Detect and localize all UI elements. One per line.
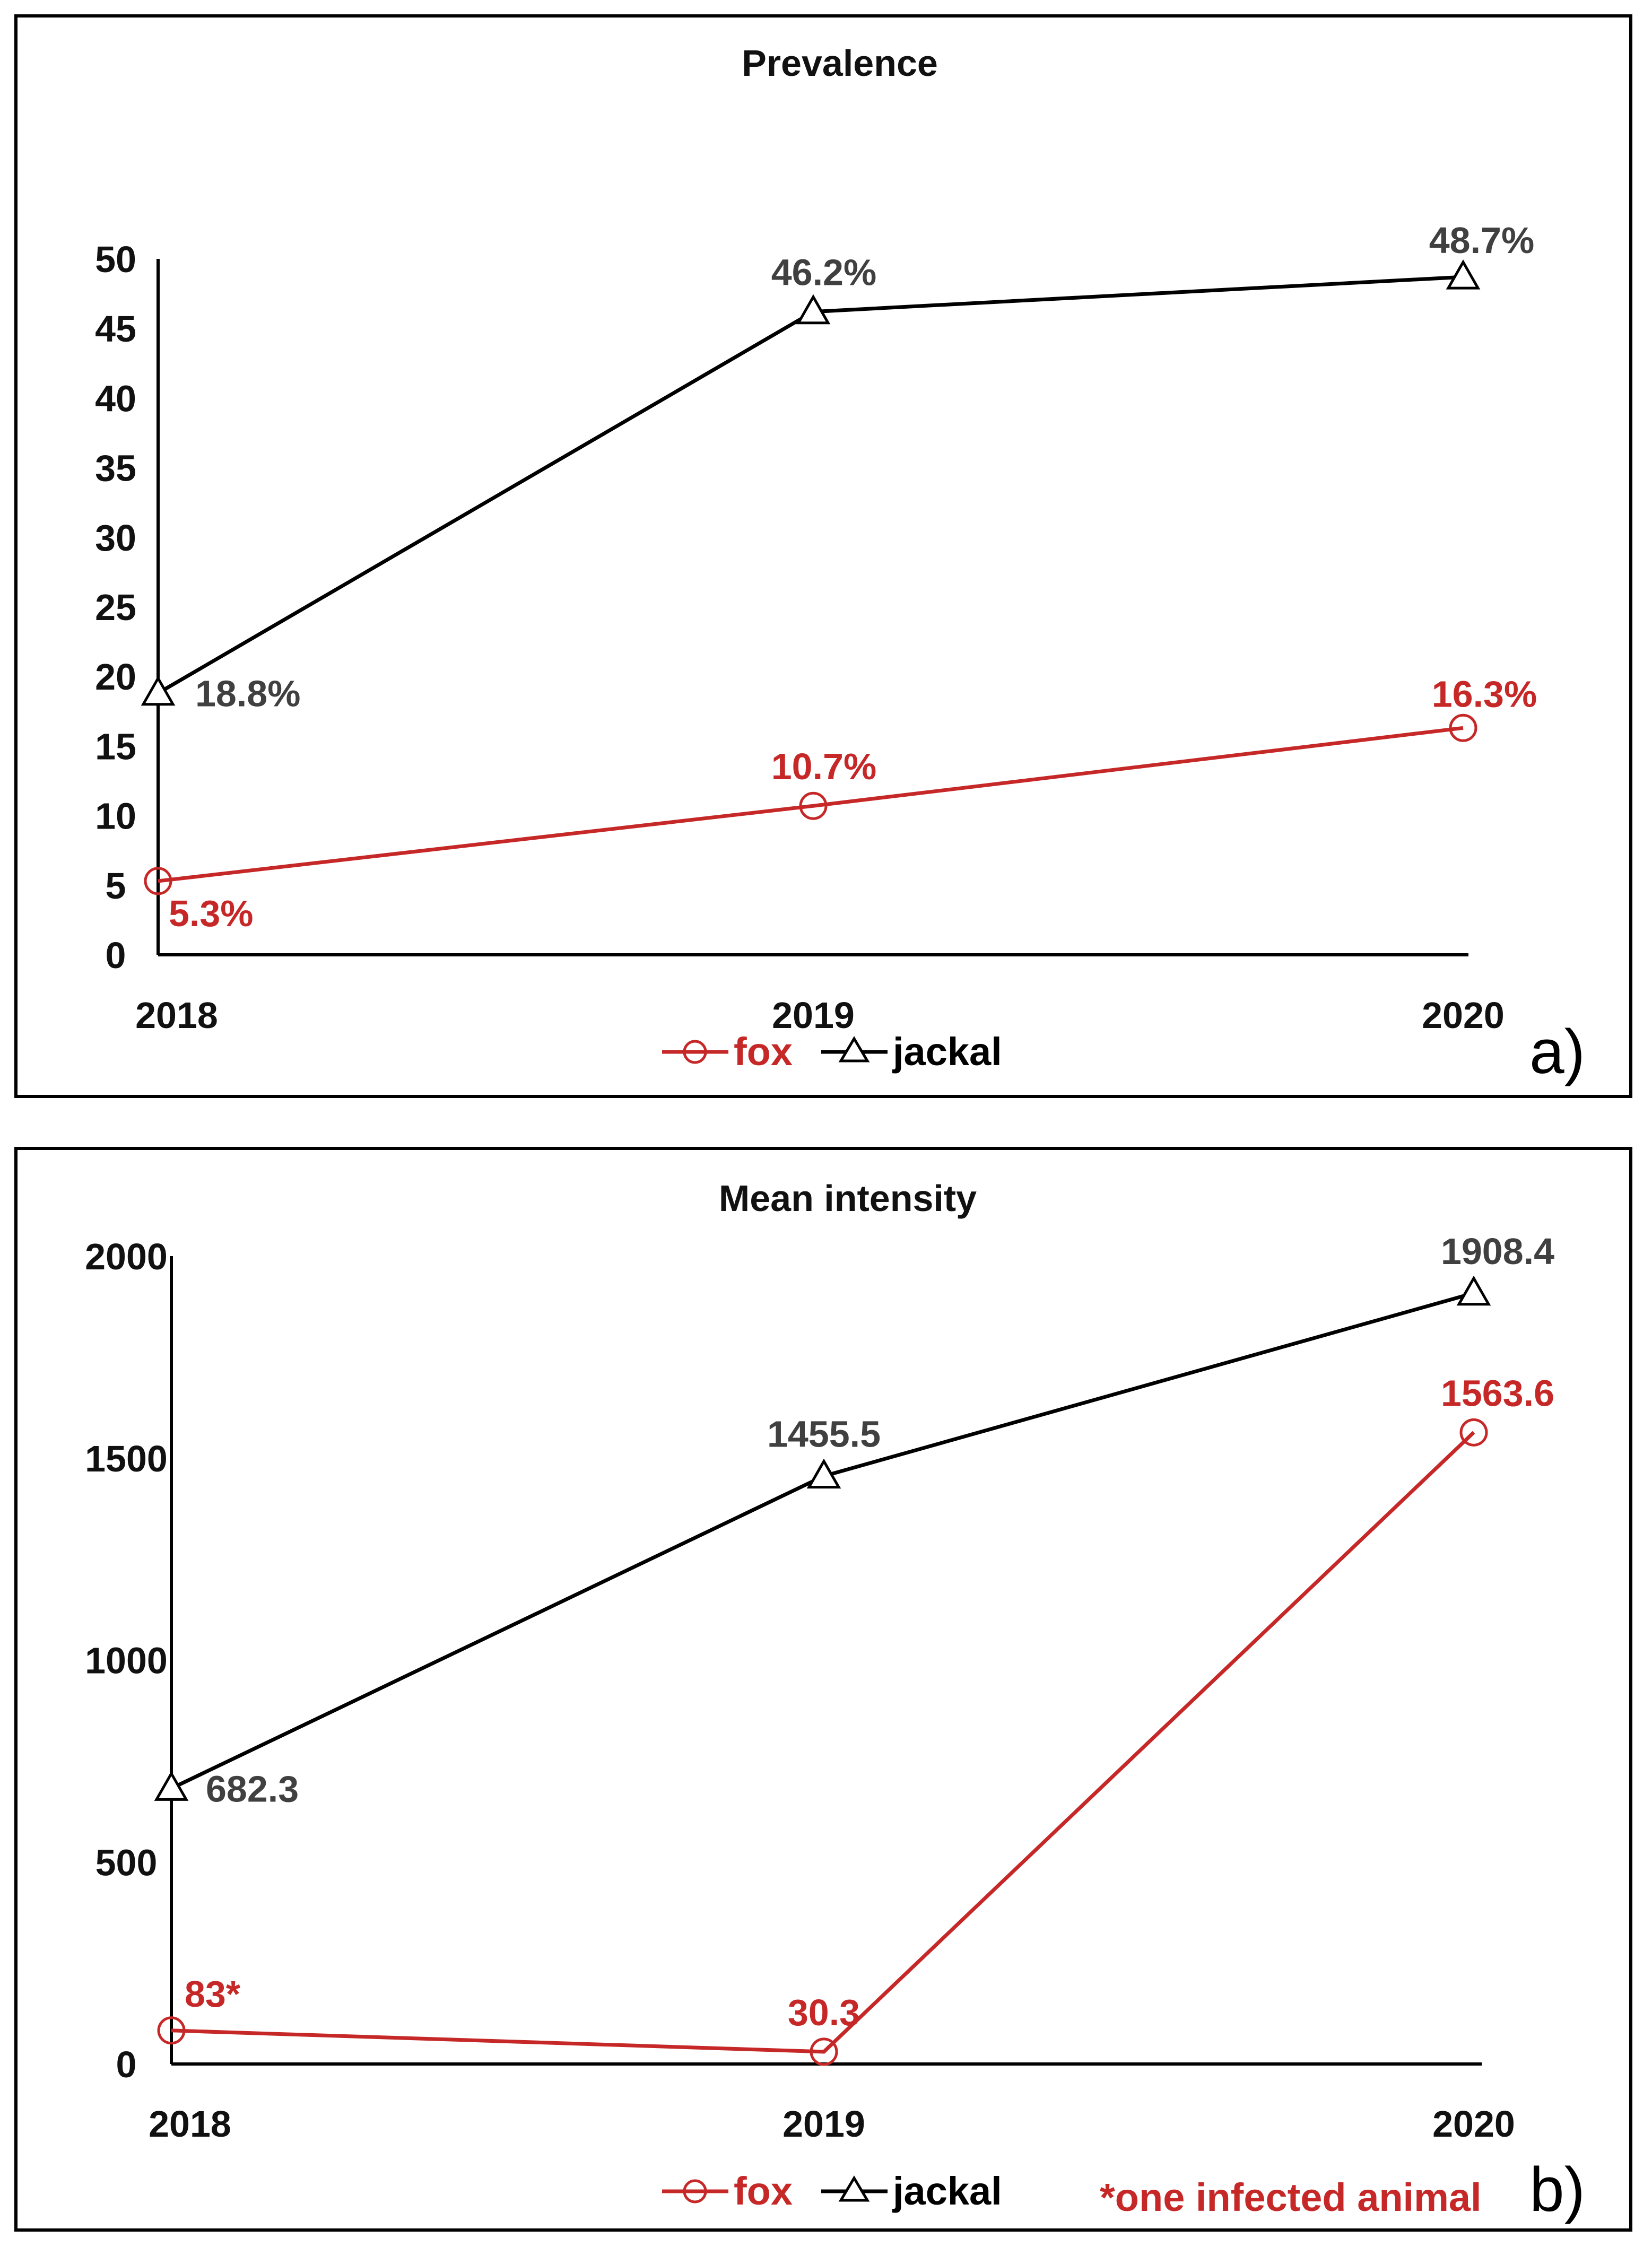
fox-marker	[810, 2037, 838, 2066]
panel-label: a)	[1529, 1017, 1585, 1087]
fox-marker	[157, 2016, 186, 2045]
y-tick-label: 25	[95, 587, 136, 628]
legend: fox jackal	[662, 2169, 1002, 2213]
footnote: *one infected animal	[1100, 2175, 1482, 2219]
legend-jackal-label: jackal	[892, 2169, 1002, 2213]
jackal-marker	[796, 294, 831, 325]
x-tick-label: 2018	[149, 2103, 231, 2145]
fox-marker	[1459, 1418, 1488, 1447]
jackal-data-label: 18.8%	[195, 673, 300, 715]
y-tick-label: 500	[95, 1842, 158, 1883]
y-tick-label: 2000	[85, 1236, 168, 1277]
fox-data-label: 16.3%	[1432, 673, 1537, 715]
x-tick-label: 2020	[1432, 2103, 1515, 2145]
y-tick-label: 10	[95, 796, 136, 837]
fox-data-label: 5.3%	[169, 893, 254, 934]
legend-fox-marker	[683, 1040, 707, 1064]
jackal-data-label: 1455.5	[767, 1414, 881, 1455]
x-tick-label: 2019	[772, 995, 855, 1036]
legend: fox jackal	[662, 1030, 1002, 1074]
y-tick-label: 50	[95, 239, 136, 280]
y-tick-label: 1000	[85, 1640, 168, 1682]
y-tick-label: 1500	[85, 1438, 168, 1479]
jackal-marker	[1456, 1275, 1491, 1306]
y-tick-label: 5	[106, 865, 126, 907]
chart-panel-prevalence: Prevalence 0 5 10 15 20 25 30 35 40 45 50 2018 2019…	[14, 14, 1632, 1098]
x-tick-label: 2020	[1422, 995, 1505, 1036]
prevalence-chart: Prevalence 0 5 10 15 20 25 30 35 40 45 50 2018 2019…	[95, 42, 1585, 1087]
fox-data-label: 10.7%	[771, 746, 876, 787]
jackal-marker	[806, 1458, 841, 1489]
fox-data-label: 83*	[185, 1973, 241, 2015]
fox-marker	[799, 791, 828, 820]
mean-intensity-chart: Mean intensity 0 500 1000 1500 2000 2018 2019…	[85, 1178, 1585, 2225]
legend-fox-label: fox	[734, 1030, 793, 1074]
legend-jackal-label: jackal	[892, 1030, 1002, 1074]
fox-data-label: 30.3	[788, 1992, 860, 2033]
panel-label: b)	[1529, 2155, 1585, 2225]
jackal-data-label: 1908.4	[1441, 1231, 1554, 1272]
chart-title: Mean intensity	[719, 1178, 977, 1219]
y-tick-label: 45	[95, 308, 136, 350]
y-tick-label: 40	[95, 378, 136, 419]
jackal-marker	[154, 1771, 189, 1801]
jackal-data-label: 682.3	[206, 1768, 299, 1809]
y-tick-label: 20	[95, 656, 136, 698]
jackal-data-label: 48.7%	[1429, 220, 1534, 261]
legend-fox-marker	[683, 2179, 707, 2204]
jackal-marker	[1446, 259, 1481, 290]
fox-marker	[144, 867, 172, 895]
x-tick-label: 2018	[135, 995, 218, 1036]
jackal-data-label: 46.2%	[771, 252, 876, 293]
legend-jackal-marker	[838, 2175, 870, 2202]
x-tick-label: 2019	[782, 2103, 865, 2145]
chart-title: Prevalence	[742, 42, 938, 84]
jackal-marker	[141, 675, 176, 706]
fox-data-label: 1563.6	[1441, 1372, 1554, 1414]
y-tick-label: 0	[106, 935, 126, 976]
legend-fox-label: fox	[734, 2169, 793, 2213]
legend-jackal-marker	[838, 1036, 870, 1062]
y-tick-label: 30	[95, 517, 136, 559]
y-tick-label: 35	[95, 448, 136, 489]
jackal-series-line	[157, 275, 1464, 695]
chart-panel-mean-intensity: Mean intensity 0 500 1000 1500 2000 2018 2019…	[14, 1147, 1632, 2232]
fox-series-line	[171, 1431, 1475, 2054]
y-tick-label: 15	[95, 726, 136, 767]
fox-marker	[1449, 713, 1477, 742]
jackal-series-line	[170, 1291, 1474, 1790]
y-tick-label: 0	[116, 2044, 137, 2085]
fox-series-line	[158, 726, 1464, 883]
